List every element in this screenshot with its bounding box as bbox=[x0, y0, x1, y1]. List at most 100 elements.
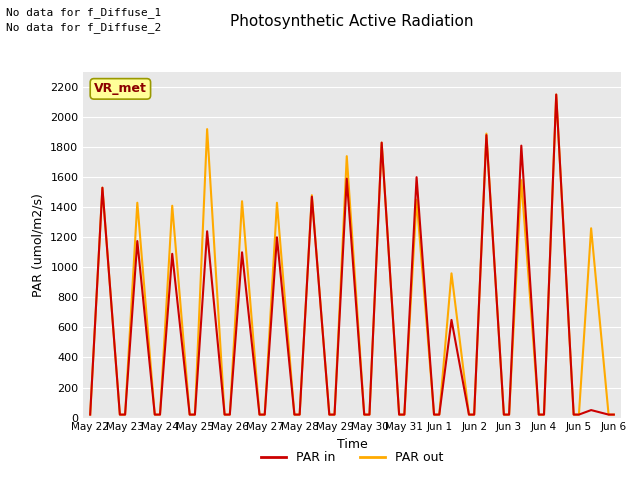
PAR in bbox=[221, 412, 228, 418]
PAR in bbox=[343, 176, 351, 181]
Y-axis label: PAR (umol/m2/s): PAR (umol/m2/s) bbox=[31, 193, 45, 297]
PAR in bbox=[435, 412, 443, 418]
PAR out bbox=[470, 412, 478, 418]
PAR in bbox=[121, 412, 129, 418]
PAR out bbox=[273, 200, 281, 205]
PAR in bbox=[401, 412, 408, 418]
PAR out bbox=[168, 203, 176, 209]
Text: Photosynthetic Active Radiation: Photosynthetic Active Radiation bbox=[230, 14, 474, 29]
PAR out bbox=[255, 412, 263, 418]
PAR in bbox=[156, 412, 164, 418]
PAR in bbox=[151, 412, 159, 418]
PAR in bbox=[191, 412, 199, 418]
PAR out bbox=[570, 412, 577, 418]
PAR in bbox=[518, 143, 525, 148]
PAR in bbox=[365, 412, 373, 418]
PAR in bbox=[430, 412, 438, 418]
PAR out bbox=[540, 412, 548, 418]
PAR in bbox=[378, 140, 385, 145]
PAR out bbox=[204, 126, 211, 132]
PAR out bbox=[186, 412, 193, 418]
PAR in bbox=[470, 412, 478, 418]
PAR in bbox=[588, 407, 595, 413]
PAR in bbox=[575, 412, 583, 418]
PAR out bbox=[401, 412, 408, 418]
Legend: PAR in, PAR out: PAR in, PAR out bbox=[255, 446, 449, 469]
Text: No data for f_Diffuse_1: No data for f_Diffuse_1 bbox=[6, 7, 162, 18]
PAR out bbox=[365, 412, 373, 418]
PAR in bbox=[238, 250, 246, 255]
PAR in bbox=[331, 412, 339, 418]
Text: VR_met: VR_met bbox=[94, 83, 147, 96]
PAR in bbox=[500, 412, 508, 418]
PAR out bbox=[605, 412, 612, 418]
PAR out bbox=[505, 412, 513, 418]
PAR in bbox=[360, 412, 368, 418]
PAR in bbox=[605, 412, 612, 418]
PAR out bbox=[343, 153, 351, 159]
PAR out bbox=[156, 412, 164, 418]
Text: No data for f_Diffuse_2: No data for f_Diffuse_2 bbox=[6, 22, 162, 33]
Line: PAR out: PAR out bbox=[90, 95, 614, 415]
PAR in bbox=[326, 412, 333, 418]
PAR in bbox=[261, 412, 269, 418]
PAR out bbox=[191, 412, 199, 418]
PAR in bbox=[447, 317, 455, 323]
PAR in bbox=[610, 412, 618, 418]
PAR out bbox=[535, 412, 543, 418]
PAR out bbox=[221, 412, 228, 418]
PAR in bbox=[255, 412, 263, 418]
PAR in bbox=[570, 412, 577, 418]
PAR in bbox=[134, 238, 141, 244]
PAR in bbox=[540, 412, 548, 418]
PAR out bbox=[296, 412, 303, 418]
X-axis label: Time: Time bbox=[337, 438, 367, 451]
PAR out bbox=[308, 192, 316, 198]
PAR in bbox=[465, 412, 473, 418]
PAR out bbox=[575, 412, 583, 418]
PAR in bbox=[273, 234, 281, 240]
PAR in bbox=[291, 412, 298, 418]
PAR in bbox=[308, 194, 316, 200]
PAR in bbox=[396, 412, 403, 418]
PAR in bbox=[168, 251, 176, 257]
PAR out bbox=[588, 226, 595, 231]
PAR out bbox=[360, 412, 368, 418]
PAR in bbox=[86, 412, 94, 418]
PAR out bbox=[483, 131, 490, 136]
PAR in bbox=[99, 185, 106, 191]
PAR out bbox=[121, 412, 129, 418]
PAR out bbox=[151, 412, 159, 418]
PAR in bbox=[204, 228, 211, 234]
PAR out bbox=[134, 200, 141, 205]
Line: PAR in: PAR in bbox=[90, 95, 614, 415]
PAR out bbox=[326, 412, 333, 418]
PAR in bbox=[535, 412, 543, 418]
PAR out bbox=[378, 140, 385, 145]
PAR out bbox=[518, 177, 525, 183]
PAR out bbox=[226, 412, 234, 418]
PAR in bbox=[186, 412, 193, 418]
PAR out bbox=[261, 412, 269, 418]
PAR out bbox=[99, 185, 106, 191]
PAR in bbox=[552, 92, 560, 97]
PAR out bbox=[413, 197, 420, 203]
PAR out bbox=[430, 412, 438, 418]
PAR out bbox=[396, 412, 403, 418]
PAR out bbox=[552, 92, 560, 97]
PAR out bbox=[331, 412, 339, 418]
PAR in bbox=[505, 412, 513, 418]
PAR out bbox=[86, 412, 94, 418]
PAR out bbox=[116, 412, 124, 418]
PAR out bbox=[447, 270, 455, 276]
PAR out bbox=[500, 412, 508, 418]
PAR out bbox=[291, 412, 298, 418]
PAR in bbox=[296, 412, 303, 418]
PAR out bbox=[610, 412, 618, 418]
PAR in bbox=[413, 174, 420, 180]
PAR out bbox=[435, 412, 443, 418]
PAR out bbox=[465, 412, 473, 418]
PAR in bbox=[116, 412, 124, 418]
PAR in bbox=[483, 132, 490, 138]
PAR out bbox=[238, 198, 246, 204]
